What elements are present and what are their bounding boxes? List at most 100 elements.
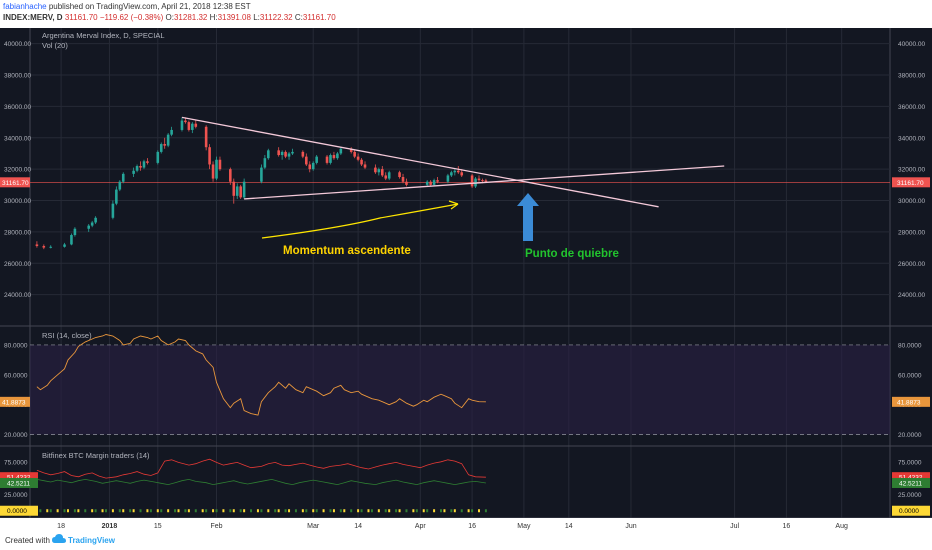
author-link[interactable]: fabianhache xyxy=(3,2,47,11)
rsi-tick-right: 20.0000 xyxy=(898,432,922,439)
btc-zero-marker xyxy=(484,509,487,513)
trendline xyxy=(244,165,725,200)
price-change: −119.62 (−0.38%) xyxy=(99,13,164,22)
btc-tick-right: 75.0000 xyxy=(898,459,922,466)
btc-zero-marker xyxy=(294,509,297,513)
candle-body xyxy=(332,155,336,159)
candle-body xyxy=(436,180,439,182)
volume-label: Vol (20) xyxy=(42,41,68,50)
candle-body xyxy=(377,169,381,173)
btc-zero-marker xyxy=(132,509,135,513)
btc-zero-marker xyxy=(104,509,107,513)
x-tick-label: Apr xyxy=(415,523,427,530)
chart-canvas[interactable]: 24000.00 24000.00 26000.00 26000.00 28000.00… xyxy=(0,28,932,532)
candle-body xyxy=(187,122,191,130)
btc-zero-marker xyxy=(477,509,480,513)
btc-zero-marker xyxy=(194,509,197,513)
close-label: C: xyxy=(294,13,303,22)
x-tick-label: Jul xyxy=(730,523,739,530)
candle-body xyxy=(380,169,384,176)
btc-zero-marker xyxy=(250,509,253,513)
y-tick-label-left: 30000.00 xyxy=(4,198,31,205)
break-point-arrow xyxy=(517,193,539,241)
candle-body xyxy=(425,181,429,185)
candle-body xyxy=(315,156,318,163)
rsi-tick-right: 80.0000 xyxy=(898,342,922,349)
candle-body xyxy=(156,151,160,163)
btc-zero-marker xyxy=(146,509,149,513)
btc-zero-marker xyxy=(63,509,66,513)
last-price-label-left: 31161.70 xyxy=(2,180,29,187)
y-tick-label-left: 28000.00 xyxy=(4,229,31,236)
candle-body xyxy=(90,222,94,226)
btc-zero-marker xyxy=(187,509,190,513)
tradingview-brand[interactable]: TradingView xyxy=(68,536,115,545)
btc-zero-marker xyxy=(453,509,456,513)
y-tick-label-right: 24000.00 xyxy=(898,292,925,299)
btc-zero-marker xyxy=(139,509,142,513)
candle-body xyxy=(180,120,184,130)
btc-zero-marker xyxy=(395,509,398,513)
rsi-last-label-right: 41.8873 xyxy=(897,399,921,406)
close-value: 31161.70 xyxy=(302,13,336,22)
btc-zero-marker xyxy=(405,509,408,513)
candle-body xyxy=(35,244,39,247)
candle-body xyxy=(481,180,484,182)
btc-zero-marker xyxy=(91,509,94,513)
rsi-tick-left: 20.0000 xyxy=(4,432,28,439)
y-tick-label-right: 28000.00 xyxy=(898,229,925,236)
candle-body xyxy=(453,170,457,173)
btc-zero-marker xyxy=(312,509,315,513)
btc-zero-marker xyxy=(56,509,59,513)
btc-last-label-left: 0.0000 xyxy=(7,508,27,515)
candle-body xyxy=(311,162,315,170)
btc-zero-marker xyxy=(398,509,401,513)
btc-zero-marker xyxy=(339,509,342,513)
candle-body xyxy=(263,158,267,168)
x-tick-label: 14 xyxy=(565,523,573,530)
y-tick-label-right: 30000.00 xyxy=(898,198,925,205)
btc-zero-marker xyxy=(167,509,170,513)
candle-body xyxy=(204,126,208,148)
momentum-arrow-head xyxy=(448,200,459,210)
btc-zero-marker xyxy=(388,509,391,513)
btc-last-label-left: 42.5211 xyxy=(7,480,30,487)
candle-body xyxy=(356,156,360,160)
trendline xyxy=(181,116,659,208)
candle-body xyxy=(118,181,122,190)
candle-body xyxy=(63,244,66,247)
candle-body xyxy=(115,189,118,204)
btc-zero-marker xyxy=(239,509,242,513)
candle-body xyxy=(132,170,135,174)
y-tick-label-right: 36000.00 xyxy=(898,104,925,111)
btc-last-tag-left xyxy=(0,505,38,516)
btc-last-tag-right xyxy=(892,477,930,488)
btc-zero-marker xyxy=(73,509,76,513)
y-tick-label-right: 26000.00 xyxy=(898,261,925,268)
candle-body xyxy=(215,159,218,179)
candle-body xyxy=(87,225,91,229)
btc-zero-marker xyxy=(384,509,387,513)
cloud-logo-icon xyxy=(52,534,66,543)
candle-body xyxy=(287,153,291,157)
candle-body xyxy=(191,123,194,130)
y-tick-label-left: 38000.00 xyxy=(4,73,31,80)
candle-body xyxy=(194,123,198,127)
btc-zero-marker xyxy=(471,509,474,513)
btc-zero-marker xyxy=(232,509,235,513)
candle-body xyxy=(405,181,408,185)
btc-zero-marker xyxy=(94,509,97,513)
btc-last-label-right: 42.5211 xyxy=(899,480,922,487)
btc-zero-marker xyxy=(101,509,104,513)
rsi-last-tag-left xyxy=(0,396,30,407)
btc-zero-marker xyxy=(301,509,304,513)
footer: Created with TradingView xyxy=(0,532,932,550)
low-value: 31122.32 xyxy=(259,13,293,22)
candle-body xyxy=(159,144,163,152)
candle-body xyxy=(73,228,77,236)
btc-zero-marker xyxy=(315,509,318,513)
candle-body xyxy=(460,172,464,176)
candle-body xyxy=(456,170,460,173)
btc-last-tag-right xyxy=(892,472,930,483)
open-label: O: xyxy=(165,13,174,22)
